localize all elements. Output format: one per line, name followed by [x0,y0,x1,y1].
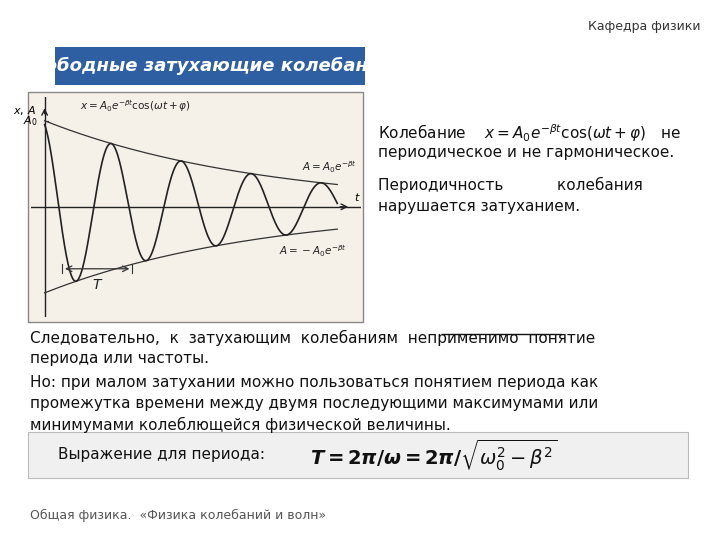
Text: промежутка времени между двумя последующими максимумами или: промежутка времени между двумя последующ… [30,396,598,411]
Text: Общая физика.  «Физика колебаний и волн»: Общая физика. «Физика колебаний и волн» [30,509,326,522]
Text: минимумами колеблющейся физической величины.: минимумами колеблющейся физической велич… [30,417,451,433]
Text: Свободные затухающие колебания.: Свободные затухающие колебания. [20,57,400,75]
FancyBboxPatch shape [55,47,365,85]
Text: периодическое и не гармоническое.: периодическое и не гармоническое. [378,145,674,160]
Text: Но: при малом затухании можно пользоваться понятием периода как: Но: при малом затухании можно пользовать… [30,375,598,390]
Text: $\boldsymbol{T = 2\pi/\omega = 2\pi/\sqrt{\omega_0^2 - \beta^2}}$: $\boldsymbol{T = 2\pi/\omega = 2\pi/\sqr… [310,437,557,472]
Text: Кафедра физики: Кафедра физики [588,20,700,33]
Text: периода или частоты.: периода или частоты. [30,351,209,366]
Text: $A = A_0 e^{-\beta t}$: $A = A_0 e^{-\beta t}$ [302,160,357,176]
Text: Следовательно,  к  затухающим  колебаниям  неприменимо  понятие: Следовательно, к затухающим колебаниям н… [30,330,595,346]
Text: нарушается затуханием.: нарушается затуханием. [378,199,580,214]
Text: $t$: $t$ [354,191,361,202]
Text: Колебание    $x = A_0 e^{-\beta t} \cos(\omega t + \varphi)$   не: Колебание $x = A_0 e^{-\beta t} \cos(\om… [378,122,681,144]
Text: $x,\, A$: $x,\, A$ [13,104,36,117]
Text: Периодичность           колебания: Периодичность колебания [378,177,643,193]
FancyBboxPatch shape [28,432,688,478]
Text: $A_0$: $A_0$ [23,114,37,127]
Text: Выражение для периода:: Выражение для периода: [58,448,265,462]
Text: $T$: $T$ [91,278,103,292]
Text: $x = A_0 e^{-\beta t} \cos(\omega t + \varphi)$: $x = A_0 e^{-\beta t} \cos(\omega t + \v… [80,98,191,114]
Text: $A = -A_0 e^{-\beta t}$: $A = -A_0 e^{-\beta t}$ [279,243,346,259]
FancyBboxPatch shape [28,92,363,322]
